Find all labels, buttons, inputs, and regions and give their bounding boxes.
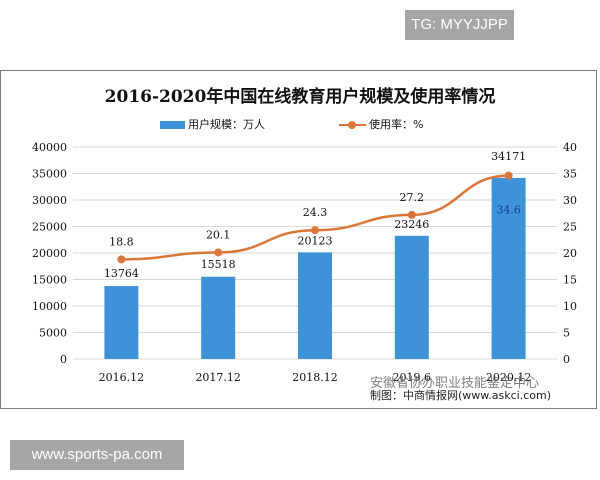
y2-axis-tick-label: 10 <box>563 300 577 313</box>
legend-bar-swatch-icon <box>160 121 185 129</box>
x-axis-tick-label: 2017.12 <box>195 371 241 384</box>
y-axis-tick-label: 30000 <box>32 194 67 207</box>
line-data-label: 18.8 <box>109 235 134 248</box>
line-data-label: 20.1 <box>206 228 231 241</box>
y2-axis-tick-label: 15 <box>563 274 577 287</box>
y2-axis-tick-label: 35 <box>563 168 577 181</box>
bar-data-label: 20123 <box>298 234 333 247</box>
x-axis-tick-label: 2020.12 <box>486 371 532 384</box>
bar <box>298 252 332 359</box>
bar <box>394 235 429 359</box>
x-axis-tick-label: 2019.6 <box>393 371 432 384</box>
line-marker <box>311 226 319 235</box>
bar <box>201 276 236 359</box>
y2-axis-tick-label: 25 <box>563 221 577 234</box>
y2-axis-tick-label: 0 <box>563 353 570 366</box>
bar <box>104 286 139 359</box>
legend-item-line: 使用率：% <box>339 116 423 132</box>
x-axis-tick-label: 2018.12 <box>292 371 338 384</box>
line-data-label: 34.6 <box>496 204 521 217</box>
bar <box>491 177 526 359</box>
overlay-watermark-text: 安徽省协办职业技能鉴定中心 <box>370 376 540 391</box>
y-axis-tick-label: 20000 <box>32 247 67 260</box>
y-axis-tick-label: 40000 <box>32 141 67 154</box>
y-axis-tick-label: 10000 <box>32 300 67 313</box>
y-axis-tick-label: 0 <box>60 353 67 366</box>
legend-line-marker-icon <box>339 120 366 130</box>
legend-line-label: 使用率：% <box>369 118 424 131</box>
legend-item-bar: 用户规模：万人 <box>160 116 265 132</box>
y2-axis-tick-label: 40 <box>563 141 577 154</box>
line-data-label: 24.3 <box>303 206 328 219</box>
bar-data-label: 23246 <box>394 218 429 231</box>
watermark-tag-top: TG: MYYJJPP <box>405 10 514 40</box>
chart-title: 2016-2020年中国在线教育用户规模及使用率情况 <box>104 87 496 107</box>
legend-bar-label: 用户规模：万人 <box>188 118 265 131</box>
line-marker <box>504 171 513 180</box>
y-axis-tick-label: 5000 <box>39 327 67 340</box>
line-marker <box>407 210 416 219</box>
watermark-tag-bottom: www.sports-pa.com <box>10 440 184 470</box>
y2-axis-tick-label: 30 <box>563 194 577 207</box>
chart-source: 制图：中商情报网(www.askci.com) <box>370 389 551 402</box>
bar-data-label: 13764 <box>104 267 139 280</box>
x-axis-tick-label: 2016.12 <box>99 371 145 384</box>
bar-data-label: 34171 <box>491 150 526 163</box>
bar-data-label: 15518 <box>201 258 236 271</box>
y2-axis-tick-label: 20 <box>563 247 577 260</box>
y-axis-tick-label: 35000 <box>32 168 67 181</box>
line-data-label: 27.2 <box>400 191 425 204</box>
y-axis-tick-label: 25000 <box>32 221 67 234</box>
y2-axis-tick-label: 5 <box>563 327 570 340</box>
line-marker <box>117 255 126 264</box>
line-marker <box>214 248 223 257</box>
y-axis-tick-label: 15000 <box>32 274 67 287</box>
